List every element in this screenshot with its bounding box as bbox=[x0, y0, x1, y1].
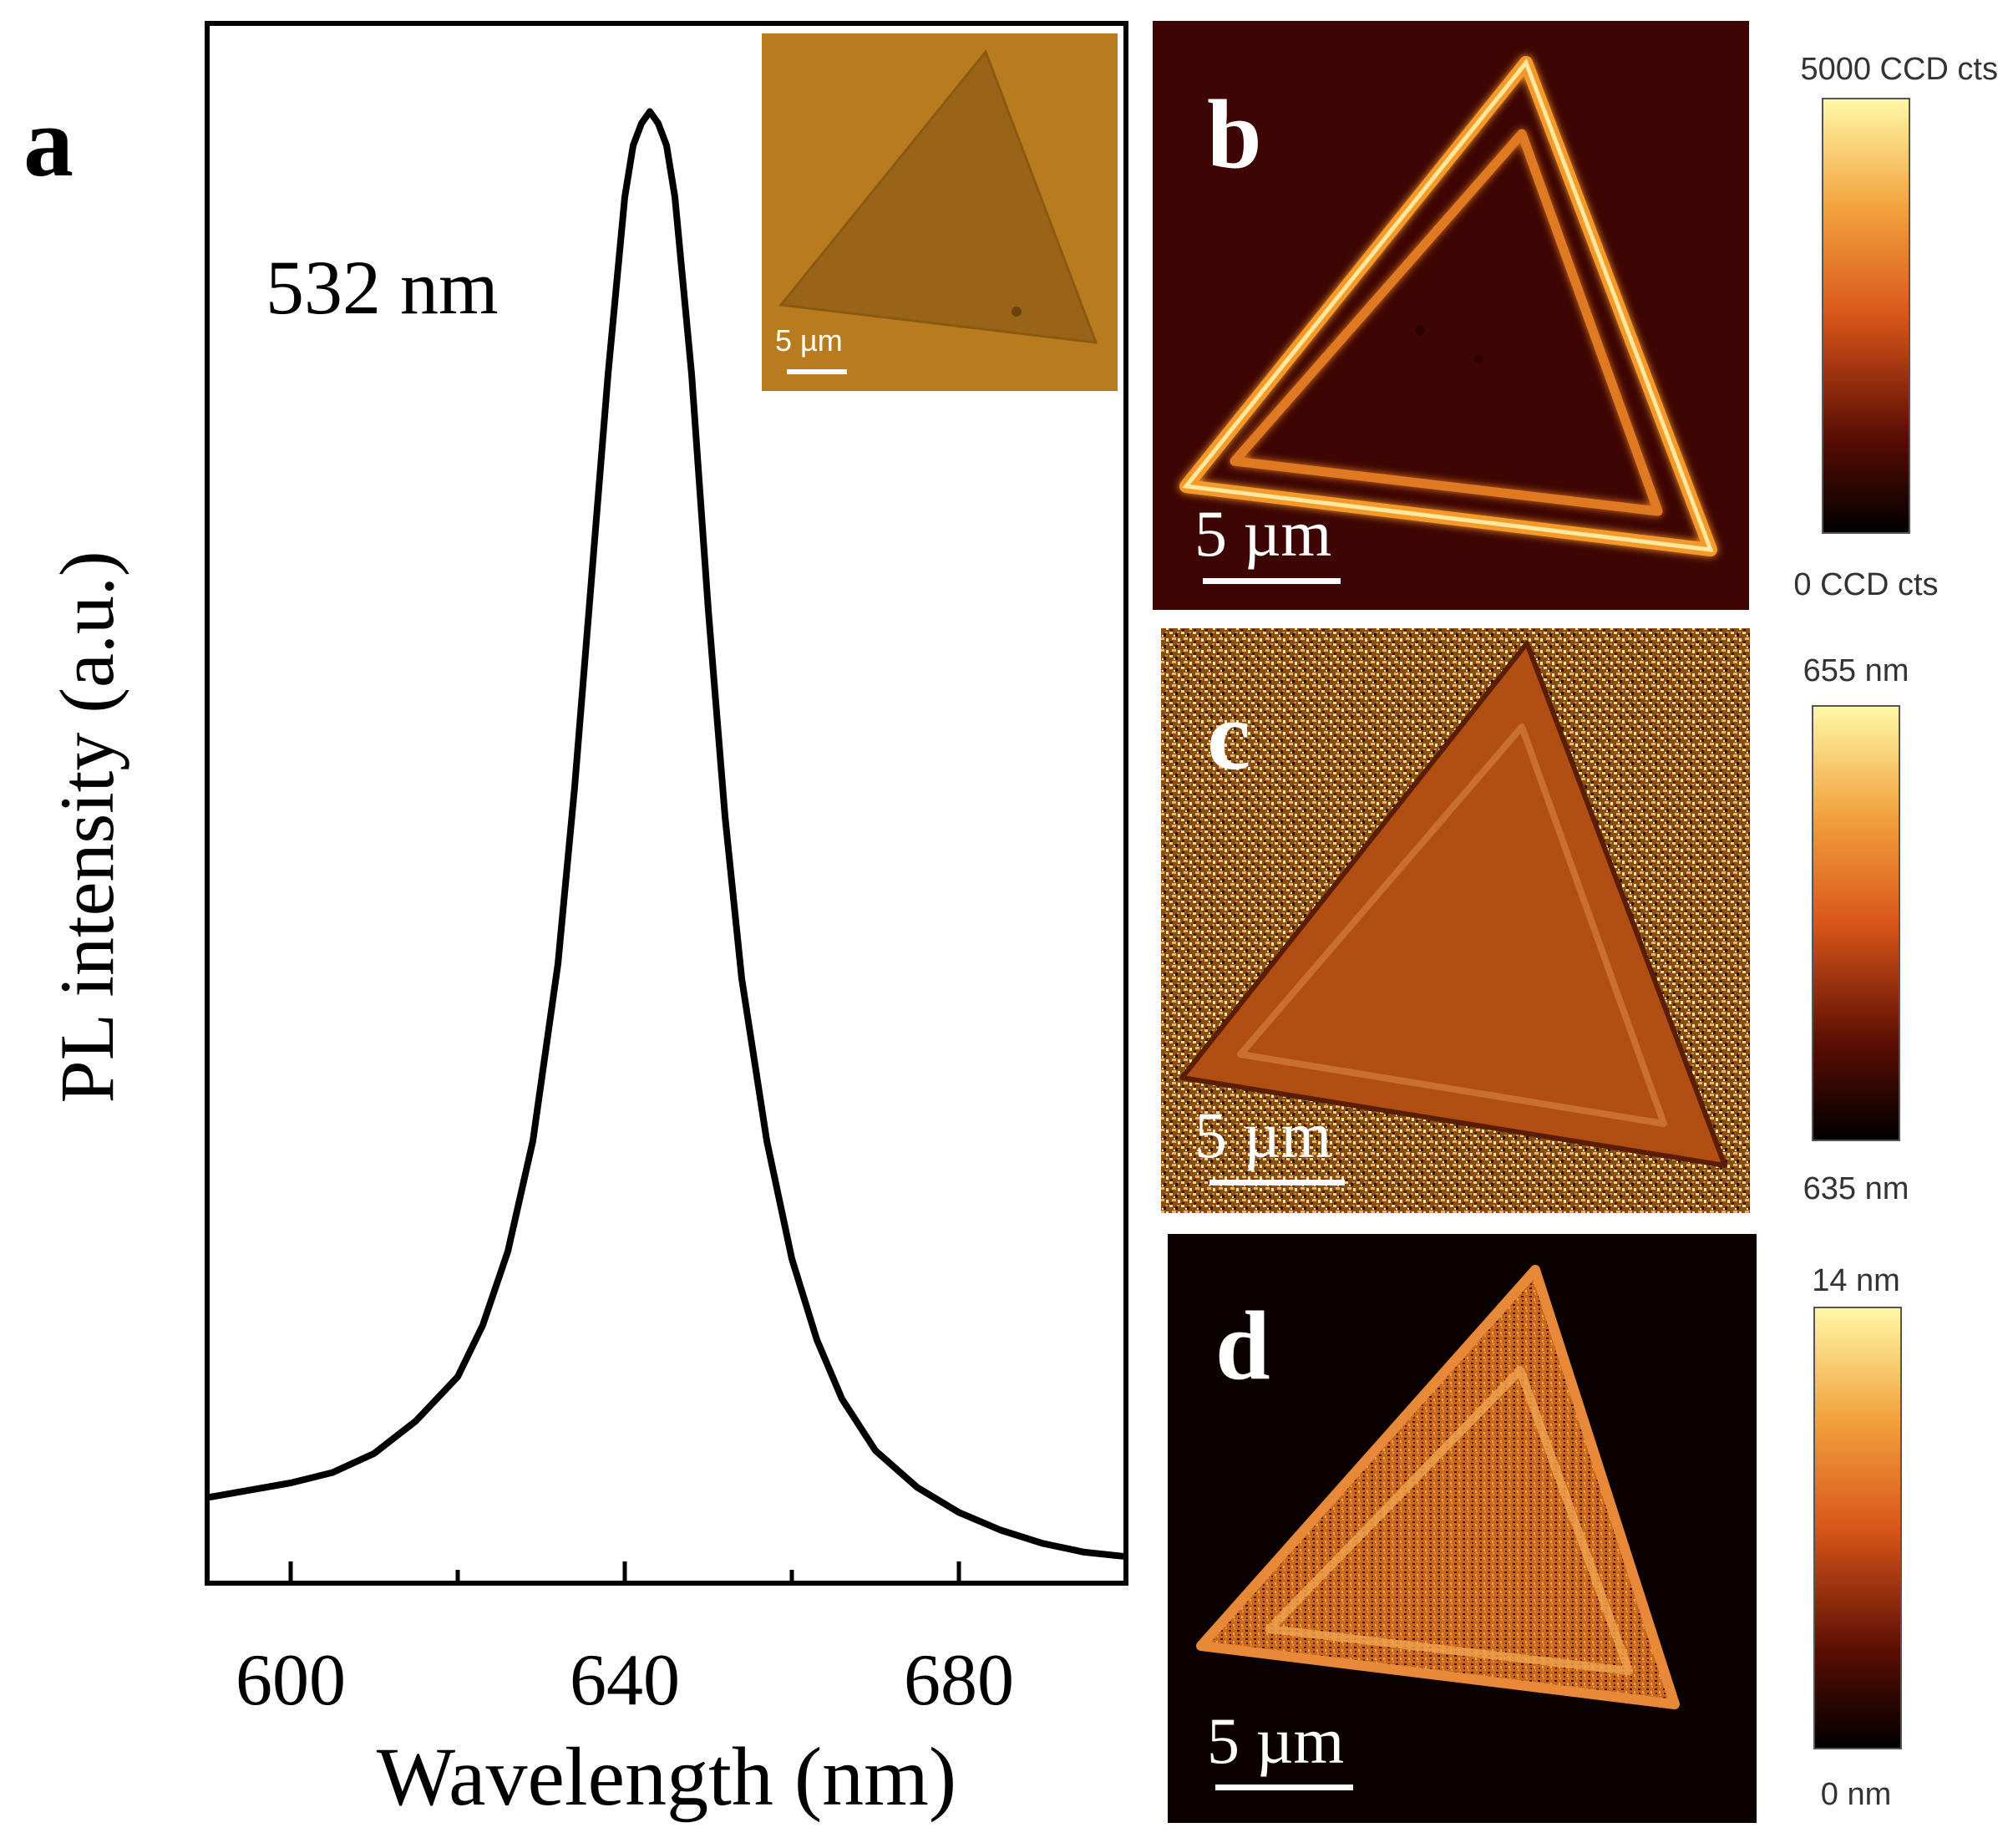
y-axis-label: PL intensity (a.u.) bbox=[44, 551, 129, 1104]
colorbar-b-min: 0 CCD cts bbox=[1793, 567, 1938, 602]
colorbar-c: 655 nm 635 nm bbox=[1803, 653, 1909, 1206]
x-axis-tick-labels: 600 640 680 bbox=[236, 1640, 1014, 1721]
colorbar-d-min: 0 nm bbox=[1821, 1777, 1891, 1812]
map-b-scale-label: 5 µm bbox=[1194, 497, 1331, 570]
map-d-scale-label: 5 µm bbox=[1207, 1704, 1344, 1777]
excitation-annotation: 532 nm bbox=[266, 245, 499, 330]
colorbar-b-max: 5000 CCD cts bbox=[1800, 52, 1998, 87]
inset-scale-label: 5 µm bbox=[775, 323, 843, 358]
x-axis-label: Wavelength (nm) bbox=[377, 1730, 956, 1823]
map-b-pl-intensity: b 5 µm bbox=[1153, 21, 1749, 610]
map-d-afm-height: d 5 µm bbox=[1168, 1234, 1757, 1823]
panel-label-a: a bbox=[23, 86, 74, 197]
x-tick-label-680: 680 bbox=[904, 1640, 1014, 1721]
panel-label-c: c bbox=[1207, 681, 1250, 790]
panel-label-d: d bbox=[1215, 1291, 1270, 1400]
inset-scale-bar bbox=[787, 369, 847, 374]
map-c-peak-position: c 5 µm bbox=[1161, 628, 1750, 1213]
colorbar-b: 5000 CCD cts 0 CCD cts bbox=[1793, 52, 1998, 602]
map-c-scale-label: 5 µm bbox=[1194, 1099, 1331, 1171]
colorbar-d-max: 14 nm bbox=[1812, 1263, 1900, 1298]
x-tick-label-600: 600 bbox=[236, 1640, 346, 1721]
inset-optical-image: 5 µm bbox=[762, 33, 1118, 391]
map-c-scale-bar bbox=[1209, 1180, 1345, 1185]
colorbar-d: 14 nm 0 nm bbox=[1812, 1263, 1902, 1812]
colorbar-c-max: 655 nm bbox=[1803, 653, 1909, 688]
x-tick-label-640: 640 bbox=[570, 1640, 680, 1721]
pl-spectrum-line bbox=[206, 108, 1127, 1561]
colorbar-c-min: 635 nm bbox=[1803, 1171, 1909, 1206]
panel-label-b: b bbox=[1207, 79, 1262, 189]
map-d-scale-bar bbox=[1215, 1785, 1353, 1790]
pl-spectrum-plot: 600 640 680 532 nm Wavelength (nm) PL inte… bbox=[44, 21, 1128, 1823]
x-axis-ticks bbox=[288, 1561, 1128, 1583]
map-b-scale-bar bbox=[1203, 578, 1341, 584]
